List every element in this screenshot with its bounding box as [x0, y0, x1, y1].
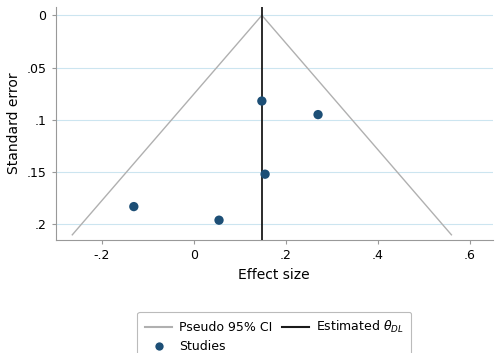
- Legend: Pseudo 95% CI, Studies, Estimated $\theta_{DL}$: Pseudo 95% CI, Studies, Estimated $\thet…: [138, 312, 411, 353]
- Y-axis label: Standard error: Standard error: [7, 73, 21, 174]
- Point: [258, 98, 266, 104]
- X-axis label: Effect size: Effect size: [238, 268, 310, 282]
- Point: [261, 171, 269, 177]
- Point: [215, 217, 223, 223]
- Point: [314, 112, 322, 118]
- Point: [130, 204, 138, 209]
